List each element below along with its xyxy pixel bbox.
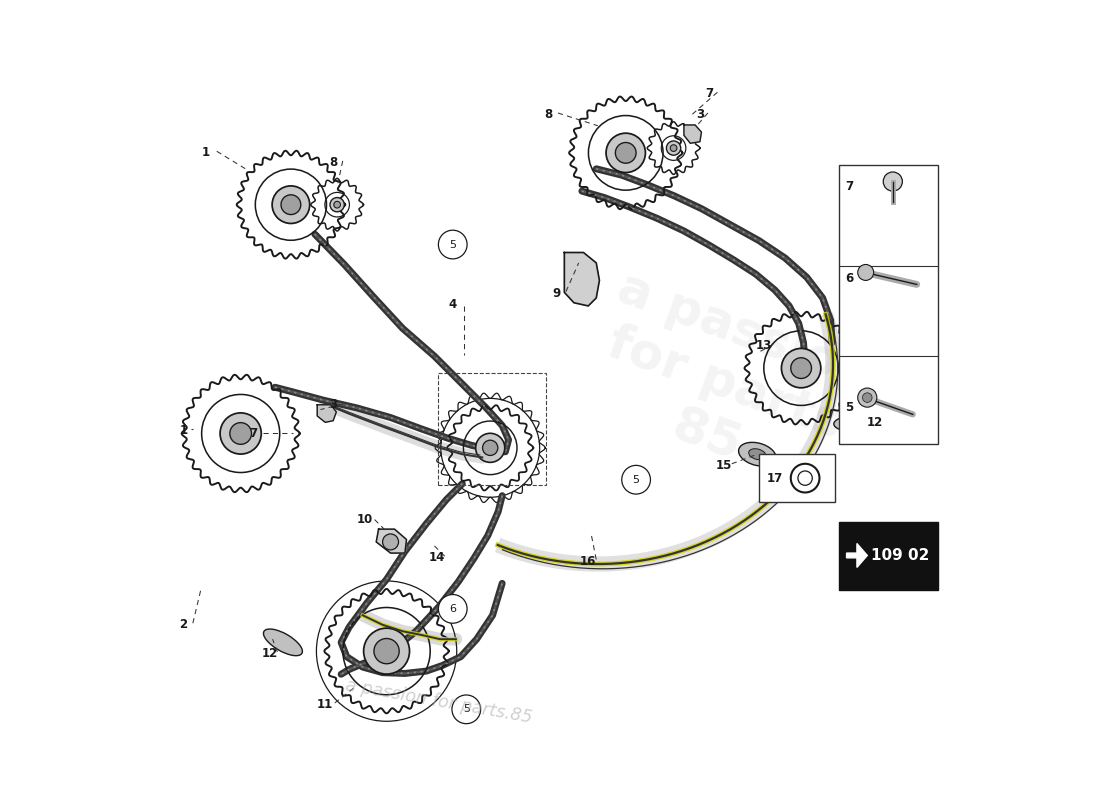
- Text: 109 02: 109 02: [871, 548, 930, 563]
- Text: 2: 2: [179, 618, 187, 631]
- Circle shape: [452, 695, 481, 724]
- Polygon shape: [847, 543, 867, 567]
- Bar: [838, 522, 938, 590]
- Circle shape: [374, 638, 399, 664]
- Polygon shape: [564, 253, 600, 306]
- Circle shape: [439, 230, 468, 259]
- Text: 5: 5: [463, 704, 470, 714]
- Text: 14: 14: [429, 551, 446, 564]
- Circle shape: [280, 194, 300, 214]
- Circle shape: [865, 416, 881, 432]
- Circle shape: [858, 388, 877, 407]
- Circle shape: [862, 393, 872, 402]
- Circle shape: [791, 358, 812, 378]
- Ellipse shape: [749, 449, 766, 460]
- Circle shape: [220, 413, 262, 454]
- Polygon shape: [684, 125, 702, 143]
- Ellipse shape: [738, 442, 775, 466]
- Polygon shape: [376, 529, 407, 553]
- Text: 15: 15: [716, 459, 732, 472]
- Text: 12: 12: [262, 647, 277, 660]
- Text: 8: 8: [544, 108, 552, 121]
- Ellipse shape: [834, 416, 876, 432]
- Circle shape: [272, 186, 310, 223]
- Text: 1: 1: [201, 146, 210, 159]
- Circle shape: [383, 534, 398, 550]
- Bar: [759, 454, 835, 502]
- Text: 1: 1: [179, 424, 187, 437]
- Circle shape: [621, 466, 650, 494]
- Bar: [838, 165, 938, 444]
- Text: 3: 3: [696, 108, 704, 121]
- Ellipse shape: [263, 629, 302, 656]
- Text: 8: 8: [329, 156, 338, 169]
- Text: a passion
for parts
85: a passion for parts 85: [572, 263, 878, 505]
- Text: 5: 5: [449, 239, 456, 250]
- Text: 9: 9: [552, 286, 561, 300]
- Text: 13: 13: [756, 339, 772, 352]
- Circle shape: [483, 440, 498, 455]
- Circle shape: [858, 265, 873, 281]
- Text: 5: 5: [632, 474, 639, 485]
- Text: 16: 16: [580, 554, 596, 567]
- Text: a passion for parts.85: a passion for parts.85: [343, 676, 534, 726]
- Text: 3: 3: [329, 398, 338, 411]
- Polygon shape: [317, 405, 337, 422]
- Circle shape: [606, 133, 646, 173]
- Text: 5: 5: [845, 402, 854, 414]
- Text: 7: 7: [845, 180, 854, 193]
- Circle shape: [667, 141, 681, 155]
- Text: 6: 6: [449, 604, 456, 614]
- Circle shape: [475, 434, 505, 462]
- Circle shape: [781, 349, 821, 388]
- Text: 7: 7: [705, 87, 714, 100]
- Circle shape: [439, 594, 468, 623]
- Circle shape: [670, 145, 676, 151]
- Text: 12: 12: [867, 416, 883, 429]
- Text: 11: 11: [317, 698, 333, 711]
- Circle shape: [883, 172, 902, 191]
- Text: 10: 10: [356, 513, 373, 526]
- Circle shape: [364, 628, 409, 674]
- Text: 4: 4: [449, 298, 456, 311]
- Circle shape: [615, 142, 636, 163]
- Circle shape: [230, 422, 252, 444]
- Circle shape: [330, 198, 344, 212]
- Text: 17: 17: [767, 472, 783, 485]
- Circle shape: [333, 202, 341, 208]
- Text: 6: 6: [845, 272, 854, 286]
- Text: 7: 7: [250, 427, 257, 440]
